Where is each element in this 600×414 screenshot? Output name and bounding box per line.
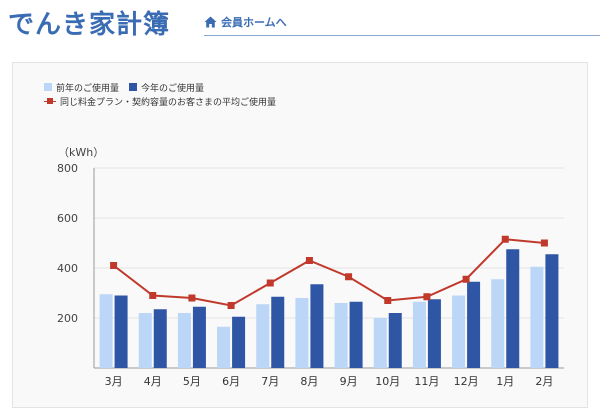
average-point (462, 275, 470, 283)
bar-this-year (349, 301, 363, 368)
bar-prev-year (177, 313, 191, 368)
y-tick-label: 600 (57, 212, 78, 225)
bar-this-year (467, 281, 481, 368)
member-home-label: 会員ホームへ (221, 16, 287, 29)
average-point (227, 302, 235, 309)
bar-this-year (232, 316, 246, 368)
x-tick-label: 4月 (144, 375, 162, 388)
bar-this-year (271, 296, 285, 368)
bar-this-year (153, 309, 167, 368)
legend-swatch-average (44, 97, 56, 105)
bar-this-year (388, 313, 402, 368)
legend-label-this-year: 今年のご使用量 (141, 83, 205, 94)
average-point (501, 235, 509, 243)
member-home-link[interactable]: 会員ホームへ (204, 14, 287, 30)
x-tick-label: 9月 (340, 375, 358, 388)
bar-prev-year (256, 304, 270, 368)
x-tick-label: 10月 (375, 375, 400, 388)
average-point (540, 239, 548, 247)
bar-prev-year (217, 326, 231, 368)
x-tick-label: 3月 (105, 375, 123, 388)
bar-this-year (114, 295, 128, 368)
legend-row-line: 同じ料金プラン・契約容量のお客さまの平均ご使用量 (44, 94, 276, 108)
x-tick-label: 8月 (300, 375, 318, 388)
x-tick-label: 2月 (535, 375, 553, 388)
legend-label-average: 同じ料金プラン・契約容量のお客さまの平均ご使用量 (60, 97, 277, 108)
header: でんき家計簿 会員ホームへ (0, 0, 600, 42)
x-tick-label: 1月 (496, 375, 514, 388)
bar-prev-year (138, 313, 152, 368)
legend-swatch-this-year (129, 83, 138, 91)
average-point (423, 293, 431, 301)
y-tick-label: 400 (57, 262, 78, 275)
x-tick-label: 7月 (261, 375, 279, 388)
bar-this-year (310, 284, 324, 368)
legend-swatch-prev-year (44, 83, 52, 91)
bar-prev-year (334, 303, 348, 368)
bar-prev-year (491, 279, 505, 368)
home-icon (204, 16, 217, 28)
bar-this-year (192, 306, 206, 368)
y-tick-label: 800 (57, 162, 78, 175)
y-tick-label: 200 (57, 312, 78, 325)
average-point (110, 262, 118, 269)
bar-this-year (427, 299, 441, 368)
bar-prev-year (373, 318, 387, 368)
x-tick-label: 6月 (222, 375, 240, 388)
y-axis-unit: （kWh） (58, 146, 105, 159)
bar-this-year (545, 254, 559, 368)
x-tick-label: 5月 (183, 375, 201, 388)
average-point (305, 257, 313, 264)
average-point (266, 279, 274, 287)
average-point (188, 294, 196, 302)
bar-prev-year (452, 295, 466, 368)
average-point (384, 297, 392, 304)
bar-prev-year (530, 266, 544, 368)
bar-prev-year (412, 301, 426, 368)
legend-row-bars: 前年のご使用量 今年のご使用量 (44, 80, 276, 94)
x-tick-label: 12月 (454, 375, 479, 388)
bar-prev-year (295, 298, 309, 368)
chart-legend: 前年のご使用量 今年のご使用量 同じ料金プラン・契約容量のお客さまの平均ご使用量 (44, 80, 276, 108)
average-series-line (112, 238, 545, 307)
bar-this-year (506, 249, 520, 368)
average-point (345, 273, 353, 281)
x-tick-label: 11月 (414, 375, 439, 388)
app-title: でんき家計簿 (8, 10, 171, 40)
header-divider (204, 35, 600, 36)
bar-prev-year (99, 294, 113, 368)
legend-label-prev-year: 前年のご使用量 (56, 83, 120, 94)
average-point (149, 292, 157, 299)
